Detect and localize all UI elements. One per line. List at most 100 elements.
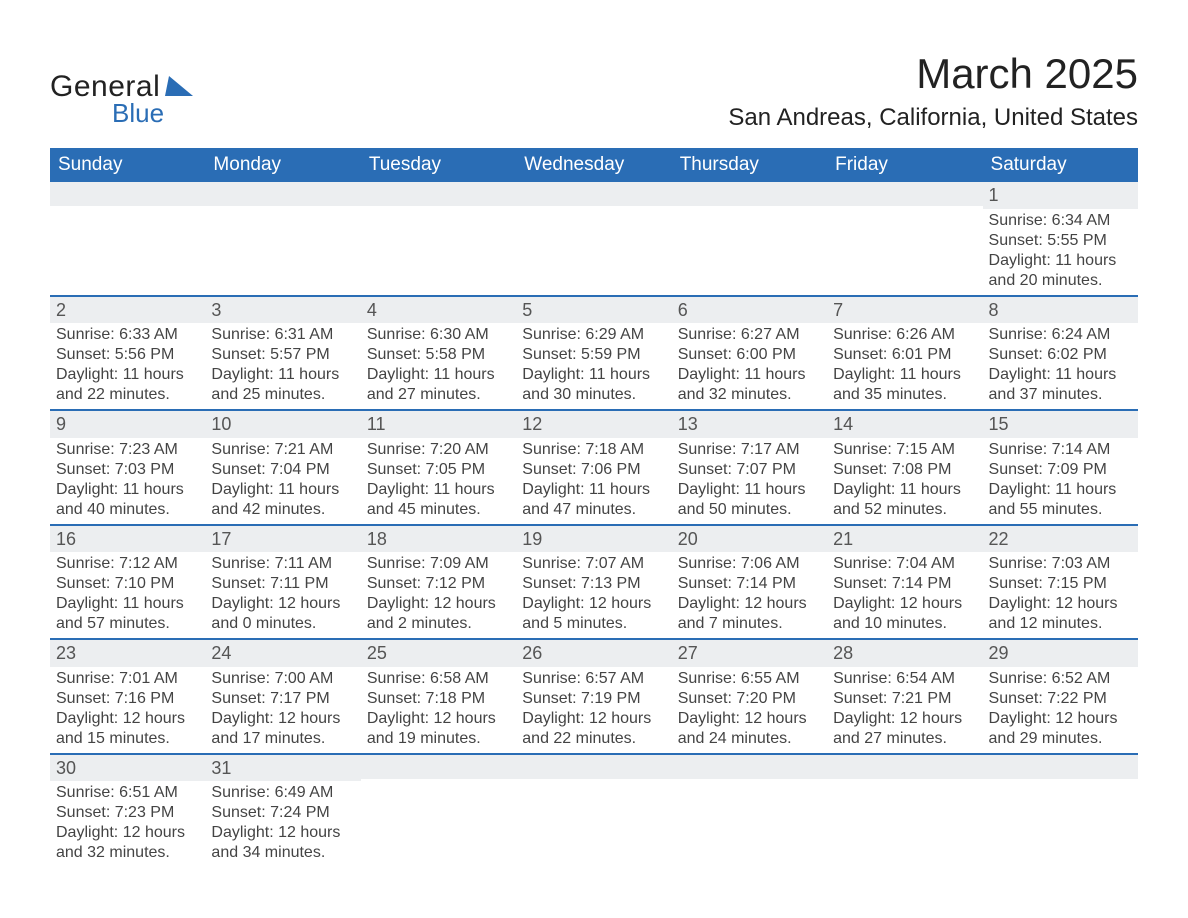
sunset-text: Sunset: 7:08 PM: [833, 460, 976, 480]
sunrise-text: Sunrise: 6:24 AM: [989, 325, 1132, 345]
sunrise-text: Sunrise: 7:11 AM: [211, 554, 354, 574]
day-number: [361, 182, 516, 206]
day-details: Sunrise: 7:03 AMSunset: 7:15 PMDaylight:…: [983, 552, 1138, 638]
day-number: [672, 755, 827, 779]
day-number: 11: [361, 411, 516, 438]
calendar-day-cell: 7Sunrise: 6:26 AMSunset: 6:01 PMDaylight…: [827, 296, 982, 411]
sunrise-text: Sunrise: 7:03 AM: [989, 554, 1132, 574]
daylight-text: Daylight: 11 hours and 52 minutes.: [833, 480, 976, 520]
calendar-day-cell: 15Sunrise: 7:14 AMSunset: 7:09 PMDayligh…: [983, 410, 1138, 525]
day-details: Sunrise: 7:14 AMSunset: 7:09 PMDaylight:…: [983, 438, 1138, 524]
sunset-text: Sunset: 7:04 PM: [211, 460, 354, 480]
day-number: 3: [205, 297, 360, 324]
sunset-text: Sunset: 7:09 PM: [989, 460, 1132, 480]
calendar-day-cell: [672, 754, 827, 868]
weekday-header: Thursday: [672, 149, 827, 181]
daylight-text: Daylight: 12 hours and 10 minutes.: [833, 594, 976, 634]
sunrise-text: Sunrise: 6:55 AM: [678, 669, 821, 689]
day-details: [205, 206, 360, 284]
calendar-day-cell: 26Sunrise: 6:57 AMSunset: 7:19 PMDayligh…: [516, 639, 671, 754]
weekday-header: Tuesday: [361, 149, 516, 181]
calendar-day-cell: 27Sunrise: 6:55 AMSunset: 7:20 PMDayligh…: [672, 639, 827, 754]
sunset-text: Sunset: 6:02 PM: [989, 345, 1132, 365]
day-number: 2: [50, 297, 205, 324]
sunset-text: Sunset: 5:55 PM: [989, 231, 1132, 251]
weekday-header-row: Sunday Monday Tuesday Wednesday Thursday…: [50, 149, 1138, 181]
sunrise-text: Sunrise: 6:58 AM: [367, 669, 510, 689]
calendar-day-cell: 23Sunrise: 7:01 AMSunset: 7:16 PMDayligh…: [50, 639, 205, 754]
daylight-text: Daylight: 12 hours and 15 minutes.: [56, 709, 199, 749]
day-details: Sunrise: 7:18 AMSunset: 7:06 PMDaylight:…: [516, 438, 671, 524]
day-number: 10: [205, 411, 360, 438]
calendar-day-cell: 13Sunrise: 7:17 AMSunset: 7:07 PMDayligh…: [672, 410, 827, 525]
sunset-text: Sunset: 7:24 PM: [211, 803, 354, 823]
day-details: Sunrise: 6:34 AMSunset: 5:55 PMDaylight:…: [983, 209, 1138, 295]
calendar-day-cell: 22Sunrise: 7:03 AMSunset: 7:15 PMDayligh…: [983, 525, 1138, 640]
day-number: 8: [983, 297, 1138, 324]
calendar-day-cell: 14Sunrise: 7:15 AMSunset: 7:08 PMDayligh…: [827, 410, 982, 525]
day-number: 15: [983, 411, 1138, 438]
sunrise-text: Sunrise: 6:30 AM: [367, 325, 510, 345]
weekday-header: Friday: [827, 149, 982, 181]
calendar-day-cell: 24Sunrise: 7:00 AMSunset: 7:17 PMDayligh…: [205, 639, 360, 754]
daylight-text: Daylight: 11 hours and 47 minutes.: [522, 480, 665, 520]
daylight-text: Daylight: 11 hours and 45 minutes.: [367, 480, 510, 520]
day-number: 25: [361, 640, 516, 667]
calendar-day-cell: [50, 181, 205, 296]
daylight-text: Daylight: 12 hours and 32 minutes.: [56, 823, 199, 863]
day-number: 28: [827, 640, 982, 667]
sunset-text: Sunset: 7:19 PM: [522, 689, 665, 709]
sunrise-text: Sunrise: 7:01 AM: [56, 669, 199, 689]
calendar-table: Sunday Monday Tuesday Wednesday Thursday…: [50, 148, 1138, 867]
sunrise-text: Sunrise: 6:34 AM: [989, 211, 1132, 231]
sunrise-text: Sunrise: 7:04 AM: [833, 554, 976, 574]
day-details: Sunrise: 6:51 AMSunset: 7:23 PMDaylight:…: [50, 781, 205, 867]
day-details: [983, 779, 1138, 857]
calendar-day-cell: [516, 181, 671, 296]
day-number: 14: [827, 411, 982, 438]
calendar-week-row: 23Sunrise: 7:01 AMSunset: 7:16 PMDayligh…: [50, 639, 1138, 754]
day-details: Sunrise: 6:30 AMSunset: 5:58 PMDaylight:…: [361, 323, 516, 409]
day-details: [361, 779, 516, 857]
weekday-header: Wednesday: [516, 149, 671, 181]
day-number: 13: [672, 411, 827, 438]
day-number: 26: [516, 640, 671, 667]
sunrise-text: Sunrise: 7:07 AM: [522, 554, 665, 574]
daylight-text: Daylight: 12 hours and 29 minutes.: [989, 709, 1132, 749]
calendar-day-cell: 1Sunrise: 6:34 AMSunset: 5:55 PMDaylight…: [983, 181, 1138, 296]
day-details: Sunrise: 7:15 AMSunset: 7:08 PMDaylight:…: [827, 438, 982, 524]
daylight-text: Daylight: 11 hours and 42 minutes.: [211, 480, 354, 520]
calendar-day-cell: 29Sunrise: 6:52 AMSunset: 7:22 PMDayligh…: [983, 639, 1138, 754]
day-details: [827, 206, 982, 284]
day-number: 31: [205, 755, 360, 782]
day-details: [672, 779, 827, 857]
calendar-week-row: 2Sunrise: 6:33 AMSunset: 5:56 PMDaylight…: [50, 296, 1138, 411]
day-number: [672, 182, 827, 206]
day-number: 5: [516, 297, 671, 324]
day-details: Sunrise: 7:01 AMSunset: 7:16 PMDaylight:…: [50, 667, 205, 753]
calendar-day-cell: 16Sunrise: 7:12 AMSunset: 7:10 PMDayligh…: [50, 525, 205, 640]
sunrise-text: Sunrise: 7:20 AM: [367, 440, 510, 460]
calendar-day-cell: [361, 754, 516, 868]
calendar-day-cell: [516, 754, 671, 868]
calendar-day-cell: 18Sunrise: 7:09 AMSunset: 7:12 PMDayligh…: [361, 525, 516, 640]
calendar-day-cell: 3Sunrise: 6:31 AMSunset: 5:57 PMDaylight…: [205, 296, 360, 411]
calendar-day-cell: [672, 181, 827, 296]
location-subtitle: San Andreas, California, United States: [728, 104, 1138, 132]
calendar-day-cell: 21Sunrise: 7:04 AMSunset: 7:14 PMDayligh…: [827, 525, 982, 640]
sunset-text: Sunset: 7:10 PM: [56, 574, 199, 594]
sunrise-text: Sunrise: 6:26 AM: [833, 325, 976, 345]
daylight-text: Daylight: 11 hours and 27 minutes.: [367, 365, 510, 405]
daylight-text: Daylight: 12 hours and 12 minutes.: [989, 594, 1132, 634]
day-number: [50, 182, 205, 206]
sunset-text: Sunset: 7:07 PM: [678, 460, 821, 480]
calendar-day-cell: [361, 181, 516, 296]
sunset-text: Sunset: 7:18 PM: [367, 689, 510, 709]
day-details: Sunrise: 6:24 AMSunset: 6:02 PMDaylight:…: [983, 323, 1138, 409]
day-details: Sunrise: 7:06 AMSunset: 7:14 PMDaylight:…: [672, 552, 827, 638]
day-details: [361, 206, 516, 284]
sunrise-text: Sunrise: 7:21 AM: [211, 440, 354, 460]
daylight-text: Daylight: 12 hours and 5 minutes.: [522, 594, 665, 634]
daylight-text: Daylight: 12 hours and 24 minutes.: [678, 709, 821, 749]
day-details: Sunrise: 6:52 AMSunset: 7:22 PMDaylight:…: [983, 667, 1138, 753]
